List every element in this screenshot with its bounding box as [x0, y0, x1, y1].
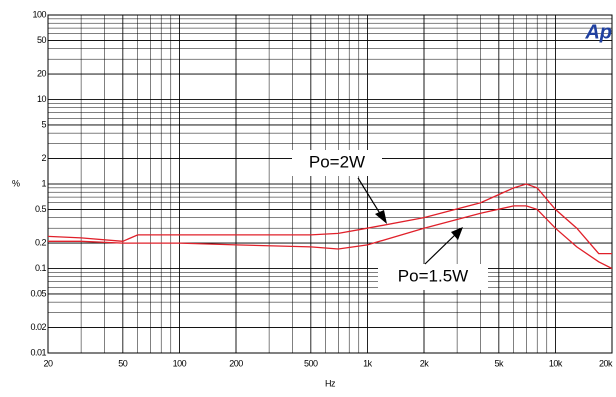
x-tick-label: 1k	[363, 358, 373, 368]
y-tick-label: 1	[41, 178, 46, 188]
annotation-box	[292, 150, 382, 176]
y-tick-label: 0.01	[30, 347, 46, 357]
y-axis-label: %	[12, 178, 20, 188]
y-tick-label: 0.5	[35, 204, 47, 214]
x-tick-label: 10k	[549, 358, 563, 368]
x-tick-label: 100	[173, 358, 187, 368]
y-tick-label: 100	[32, 9, 46, 19]
annotation: Po=1.5W	[398, 266, 468, 285]
series-line	[48, 205, 612, 270]
y-tick-label: 0.2	[35, 237, 47, 247]
annotation-box	[378, 264, 488, 290]
annotation: Po=2W	[309, 152, 365, 171]
arrowhead	[451, 227, 463, 240]
plot-frame	[47, 14, 613, 354]
y-tick-label: 10	[37, 94, 47, 104]
y-tick-label: 50	[37, 35, 47, 45]
x-tick-label: 20k	[599, 358, 613, 368]
logo: Ap	[584, 21, 612, 43]
x-tick-label: 200	[229, 358, 243, 368]
arrowhead	[375, 210, 387, 224]
arrow	[424, 231, 459, 265]
x-tick-label: 50	[118, 358, 128, 368]
series-line	[48, 183, 612, 255]
y-tick-label: 2	[41, 153, 46, 163]
series-group	[48, 183, 612, 270]
y-tick-label: 5	[41, 119, 46, 129]
y-tick-label: 0.02	[30, 322, 46, 332]
y-tick-label: 20	[37, 68, 47, 78]
x-tick-label: 20	[43, 358, 53, 368]
x-axis-label: Hz	[325, 378, 336, 388]
y-tick-label: 0.05	[30, 288, 46, 298]
x-tick-label: 2k	[420, 358, 430, 368]
x-tick-label: 500	[304, 358, 318, 368]
y-tick-label: 0.1	[35, 263, 47, 273]
x-tick-label: 5k	[495, 358, 505, 368]
